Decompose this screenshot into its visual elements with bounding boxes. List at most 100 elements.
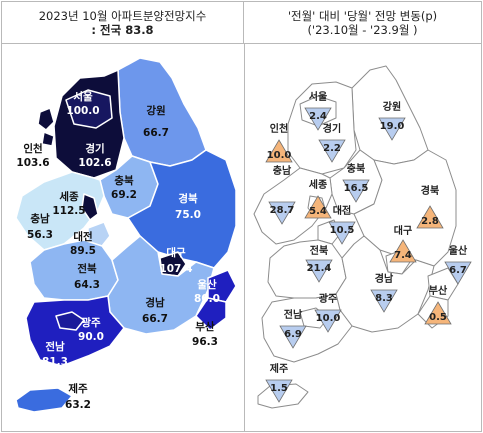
rlabel-value-1: 19.0 [380, 121, 405, 132]
panel-divider [244, 44, 245, 431]
rlabel-name-6: 세종 [309, 178, 327, 191]
triangle-up-14 [424, 301, 452, 325]
rlabel-value-16: 1.5 [270, 383, 288, 394]
rregion-ulsan [427, 267, 459, 301]
rlabel-value-6: 5.4 [309, 206, 327, 217]
triangle-down-4 [342, 179, 370, 203]
label-chungnam-name: 충남 [30, 212, 50, 225]
region-jeonnam [25, 295, 125, 367]
region-chungnam [15, 171, 105, 251]
triangle-down-1 [378, 117, 406, 141]
region-seoul [65, 89, 113, 129]
rlabel-value-12: 8.3 [375, 293, 393, 304]
rlabel-name-10: 대구 [394, 224, 412, 237]
rlabel-name-9: 전북 [310, 244, 328, 257]
region-daejeon [87, 221, 111, 247]
region-gwangju [55, 311, 85, 331]
triangle-down-15 [279, 325, 307, 349]
right-map [253, 65, 459, 409]
rlabel-name-8: 경북 [421, 184, 439, 197]
region-incheon [37, 107, 55, 131]
rregion-jeonnam [261, 293, 353, 363]
triangle-down-9 [305, 259, 333, 283]
triangle-down-11 [444, 261, 472, 285]
triangle-up-8 [416, 205, 444, 229]
right-subtitle: ('23.10월 - '23.9월 ) [307, 22, 418, 37]
label-sejong-name: 세종 [59, 190, 79, 203]
label-gyeongbuk-name: 경북 [178, 192, 198, 205]
right-title: '전월' 대비 '당월' 전망 변동(p) [287, 8, 438, 23]
label-gyeonggi-name: 경기 [85, 142, 104, 155]
triangle-down-3 [318, 139, 346, 163]
rlabel-value-10: 7.4 [394, 250, 412, 261]
triangle-up-10 [389, 239, 417, 263]
label-seoul-name: 서울 [73, 90, 93, 103]
label-ulsan-value: 80.0 [194, 293, 220, 305]
label-daegu-name: 대구 [166, 246, 186, 259]
region-sejong [81, 193, 99, 221]
rlabel-name-12: 경남 [375, 272, 394, 285]
rlabel-value-4: 16.5 [344, 183, 369, 194]
rlabel-name-14: 부산 [429, 284, 448, 297]
label-busan-name: 부산 [195, 320, 215, 333]
label-gangwon-name: 강원 [146, 104, 165, 117]
triangle-up-6 [304, 195, 332, 219]
right-header: '전월' 대비 '당월' 전망 변동(p) ('23.10월 - '23.9월 … [244, 2, 481, 44]
label-daegu-value: 107.4 [159, 263, 192, 275]
label-jeju-value: 63.2 [65, 399, 91, 411]
rlabel-name-0: 서울 [309, 90, 327, 103]
region-incheon-island [41, 131, 55, 147]
triangle-down-12 [370, 289, 398, 313]
rlabel-value-7: 10.5 [330, 225, 355, 236]
rlabel-name-4: 충북 [347, 162, 365, 175]
rlabel-name-5: 충남 [273, 164, 292, 177]
rlabel-name-15: 전남 [284, 308, 303, 321]
rlabel-name-16: 제주 [270, 362, 288, 375]
rlabel-value-9: 21.4 [307, 263, 332, 274]
rlabel-name-7: 대전 [333, 204, 351, 217]
label-jeonbuk-value: 64.3 [74, 279, 100, 291]
triangle-down-5 [268, 201, 296, 225]
label-gyeonggi-value: 102.6 [78, 157, 111, 169]
label-ulsan-name: 울산 [197, 278, 217, 291]
triangle-down-16 [265, 379, 293, 403]
rlabel-value-2: 10.0 [267, 150, 292, 161]
rlabel-value-11: 6.7 [449, 265, 467, 276]
region-ulsan [207, 269, 237, 303]
right-markers: 서울 2.4 강원 19.0 인천 10.0 경기 2.2 충북 16.5 충남 28.7 세종 5.4 대… [265, 90, 472, 403]
rlabel-name-1: 강원 [383, 100, 401, 113]
label-jeonbuk-name: 전북 [77, 262, 97, 275]
triangle-down-13 [314, 309, 342, 333]
rlabel-name-2: 인천 [270, 122, 288, 135]
label-jeju-name: 제주 [68, 382, 88, 395]
rlabel-value-14: 0.5 [429, 312, 447, 323]
label-gyeongnam-value: 66.7 [142, 313, 168, 325]
rlabel-value-5: 28.7 [270, 205, 295, 216]
label-incheon-value: 103.6 [16, 157, 49, 169]
label-incheon-name: 인천 [23, 142, 42, 155]
label-gyeongnam-name: 경남 [145, 296, 165, 309]
rlabel-name-3: 경기 [323, 122, 341, 135]
left-title: 2023년 10월 아파트분양전망지수 [38, 8, 207, 23]
label-jeonnam-name: 전남 [45, 340, 65, 353]
rlabel-value-0: 2.4 [309, 111, 327, 122]
triangle-up-2 [265, 139, 293, 163]
label-seoul-value: 100.0 [66, 105, 99, 117]
triangle-down-0 [304, 107, 332, 131]
label-busan-value: 96.3 [192, 336, 218, 348]
label-gangwon-value: 66.7 [143, 127, 169, 139]
rlabel-name-13: 광주 [319, 293, 337, 305]
rlabel-value-13: 10.0 [316, 313, 341, 324]
left-header: 2023년 10월 아파트분양전망지수 : 전국 83.8 [2, 2, 244, 44]
left-subtitle: : 전국 83.8 [91, 22, 154, 37]
rlabel-name-11: 울산 [449, 244, 468, 257]
label-daejeon-value: 89.5 [70, 245, 96, 257]
label-chungbuk-name: 충북 [114, 174, 134, 187]
region-busan [195, 297, 227, 331]
left-map [15, 57, 237, 413]
label-chungnam-value: 56.3 [27, 229, 53, 241]
rlabel-value-15: 6.9 [284, 329, 302, 340]
label-gwangju-name: 광주 [81, 317, 101, 329]
region-jeju [15, 387, 73, 413]
